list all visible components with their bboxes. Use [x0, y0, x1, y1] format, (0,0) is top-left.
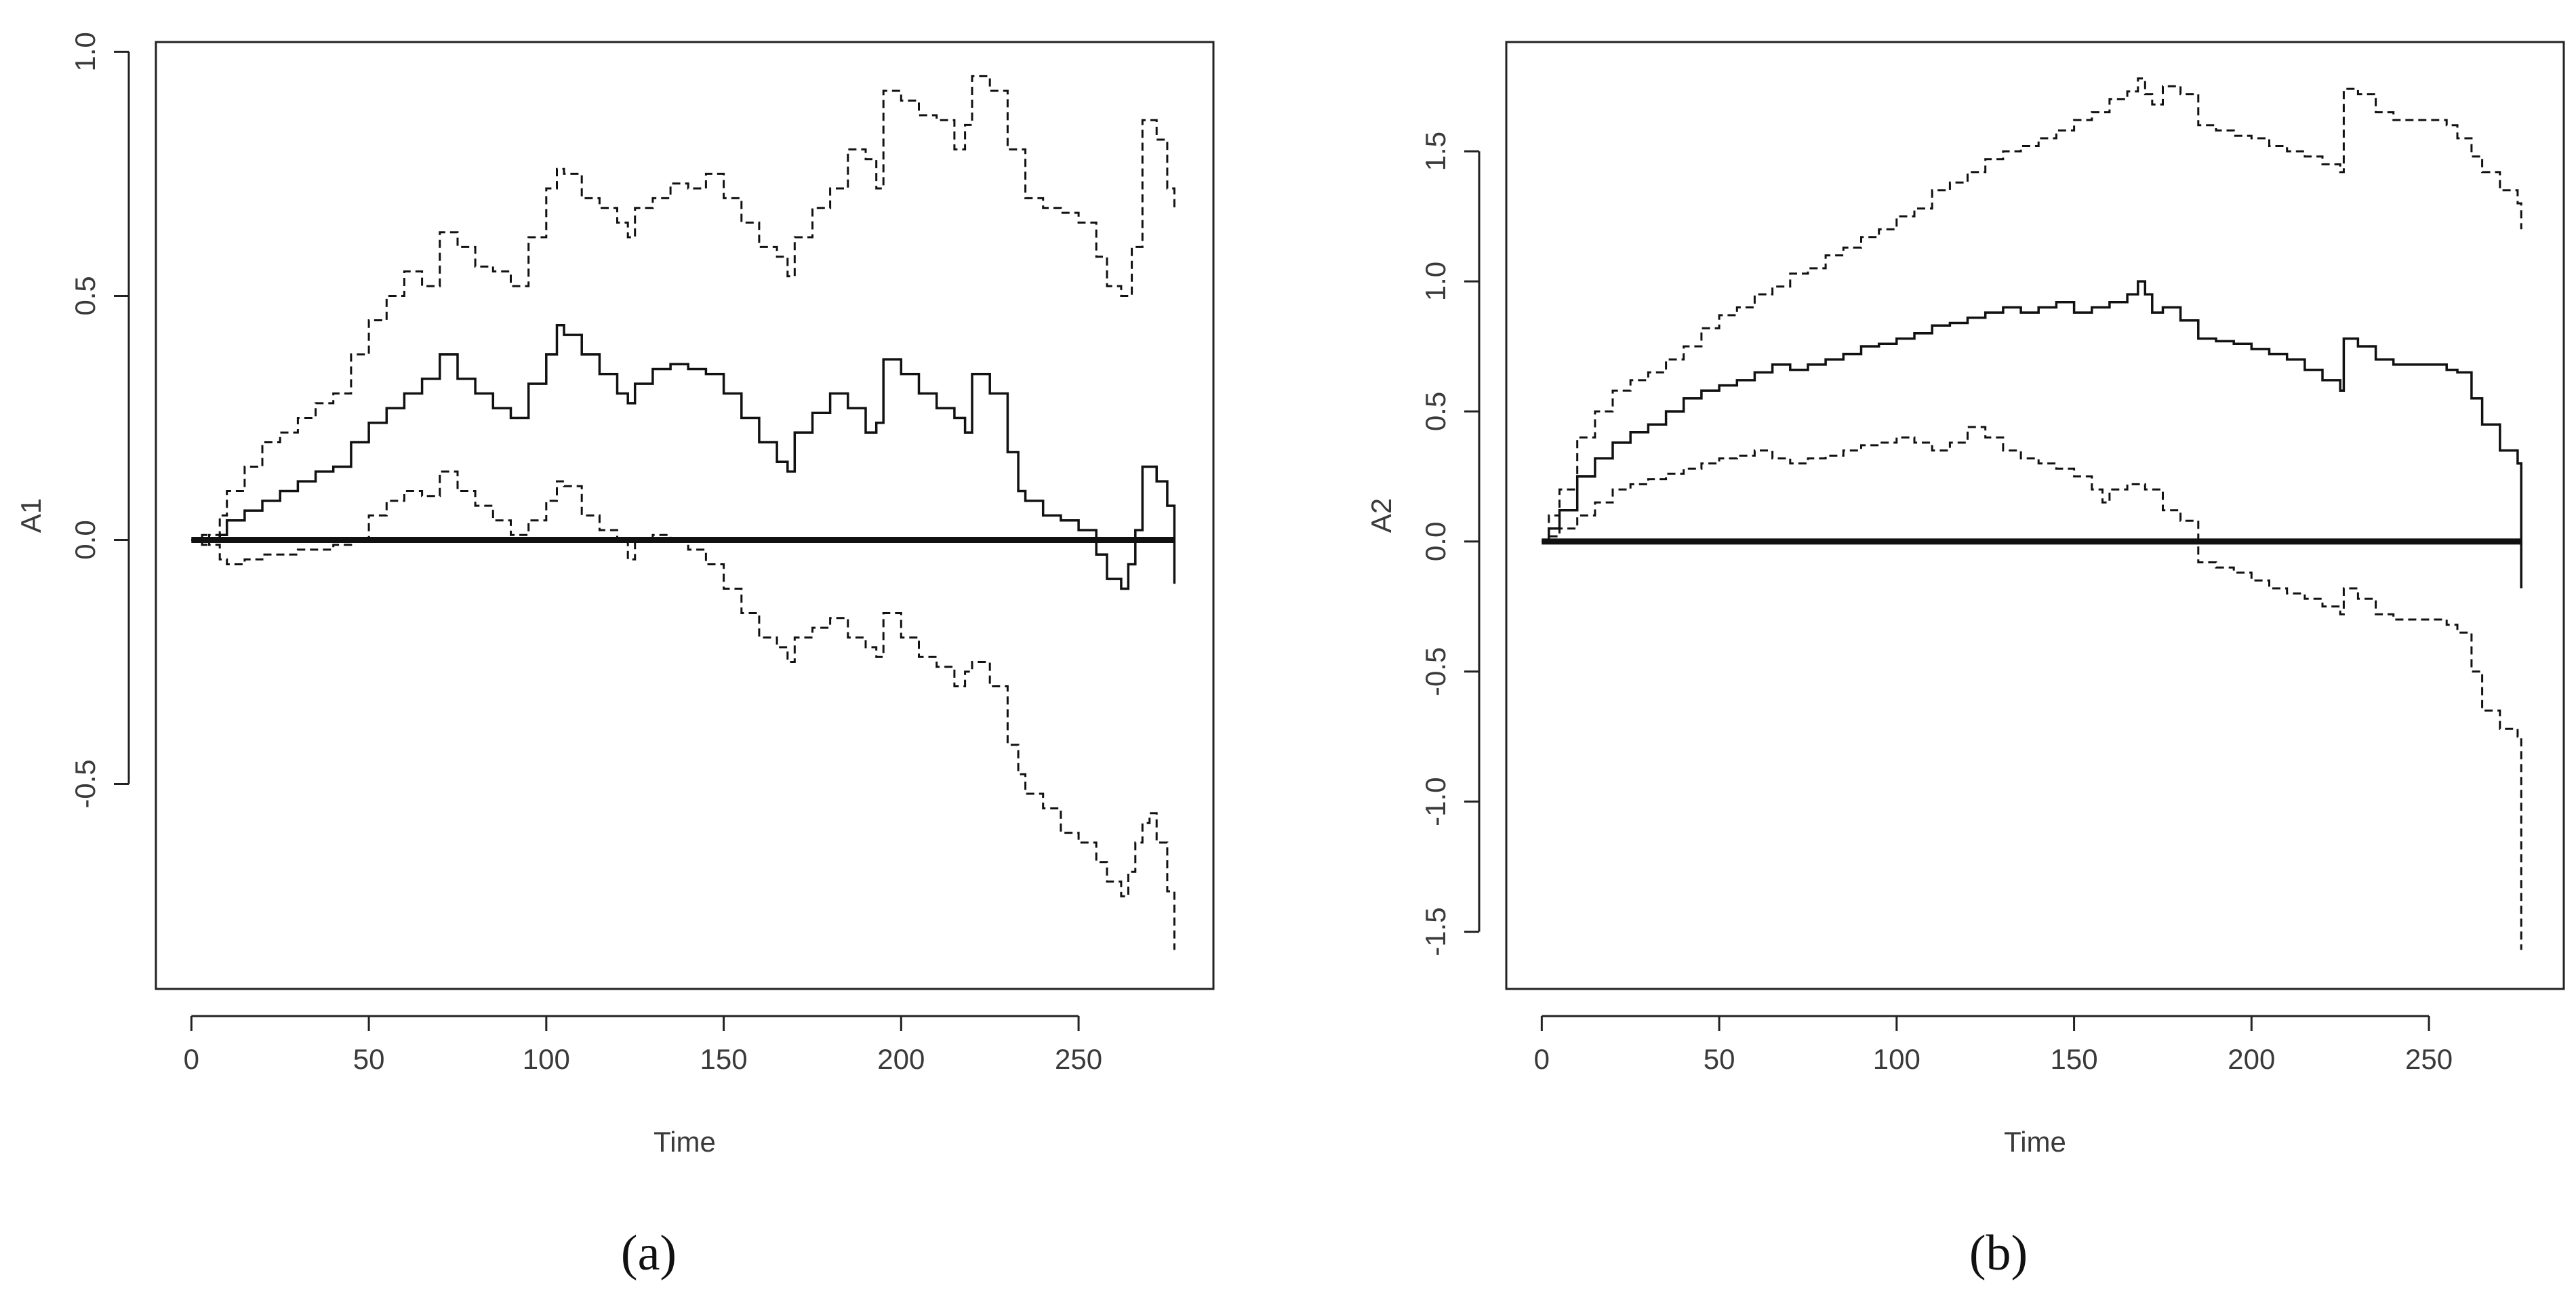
x-tick-label: 100	[1873, 1043, 1920, 1075]
x-tick-label: 0	[1534, 1043, 1550, 1075]
confidence-band-line	[1542, 426, 2522, 950]
y-tick-label: 0.0	[69, 520, 101, 559]
panel-label: (b)	[1969, 1226, 2028, 1281]
x-tick-label: 50	[353, 1043, 385, 1075]
plot-frame	[1505, 41, 2565, 990]
y-tick-label: 0.5	[69, 276, 101, 315]
y-tick-label: 0.5	[1420, 392, 1451, 431]
y-tick-label: -0.5	[1420, 647, 1451, 696]
y-tick-label: 1.0	[69, 32, 101, 71]
x-axis-label: Time	[2004, 1126, 2066, 1158]
estimate-line	[191, 323, 1176, 590]
x-axis-label: Time	[653, 1126, 716, 1158]
x-tick-label: 100	[523, 1043, 570, 1075]
y-tick-label: 0.0	[1420, 522, 1451, 561]
chart-panel-b: 0 50 100 150 200 250 -1.5 -1.0 -0.5 0.0 0.5 1.0 1.5 T…	[1365, 41, 2565, 1281]
plot-frame	[155, 41, 1215, 990]
y-tick-label: -1.5	[1420, 907, 1451, 956]
x-tick-label: 200	[877, 1043, 925, 1075]
y-tick-label: 1.0	[1420, 262, 1451, 301]
confidence-band-line	[191, 470, 1175, 950]
y-tick-label: -1.0	[1420, 777, 1451, 826]
x-tick-label: 200	[2228, 1043, 2275, 1075]
x-tick-label: 50	[1704, 1043, 1735, 1075]
chart-panel-a: 0 50 100 150 200 250 -0.5 0.0 0.5 1.0 Time A1 (a)	[15, 32, 1215, 1281]
confidence-band-line	[191, 75, 1175, 546]
y-tick-label: -0.5	[69, 759, 101, 808]
x-tick-label: 250	[1055, 1043, 1102, 1075]
x-tick-label: 150	[2051, 1043, 2098, 1075]
x-tick-label: 0	[184, 1043, 199, 1075]
confidence-band-line	[1542, 77, 2522, 543]
estimate-line	[1542, 280, 2522, 588]
y-axis-label: A1	[15, 498, 47, 533]
x-tick-label: 150	[700, 1043, 748, 1075]
y-tick-label: 1.5	[1420, 131, 1451, 171]
x-tick-label: 250	[2405, 1043, 2453, 1075]
y-axis-label: A2	[1365, 498, 1397, 533]
panel-label: (a)	[621, 1226, 677, 1281]
